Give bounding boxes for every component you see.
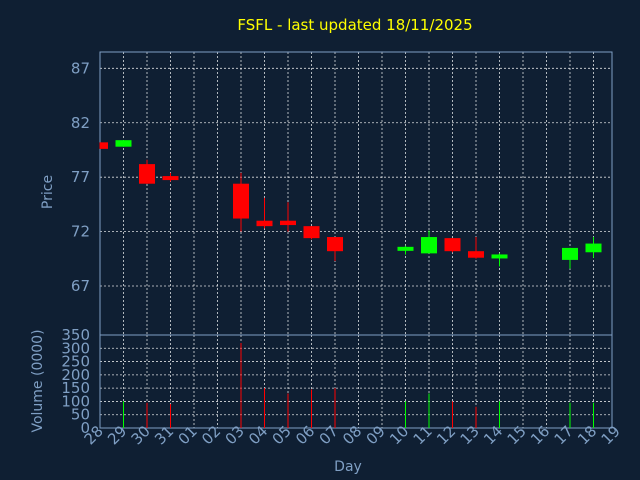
day-tick-label: 10 (386, 422, 412, 448)
day-tick-label: 18 (574, 422, 600, 448)
volume-tick-label: 350 (61, 326, 90, 344)
candle-body (233, 183, 249, 219)
day-tick-label: 04 (245, 422, 271, 448)
day-tick-label: 16 (527, 422, 553, 448)
candle-body (397, 246, 414, 251)
candle-body (327, 237, 343, 252)
volume-series (123, 342, 594, 428)
price-tick-label: 67 (71, 277, 90, 295)
day-tick-label: 01 (175, 422, 201, 448)
day-tick-label: 08 (339, 422, 365, 448)
day-tick-label: 31 (151, 422, 177, 448)
volume-tick-label: 0 (80, 419, 90, 437)
candle-body (162, 176, 179, 181)
volume-tick-label: 250 (61, 353, 90, 371)
day-tick-label: 05 (269, 422, 295, 448)
day-tick-label: 09 (363, 422, 389, 448)
price-tick-label: 72 (71, 223, 90, 241)
day-axis-ticks: 2829303101020304050607080910111213141516… (81, 422, 624, 448)
candle-body (585, 243, 602, 253)
volume-tick-label: 300 (61, 339, 90, 357)
day-tick-label: 15 (504, 422, 530, 448)
price-tick-label: 77 (71, 168, 90, 186)
candle-body (491, 254, 508, 259)
volume-tick-label: 150 (61, 379, 90, 397)
day-tick-label: 07 (316, 422, 342, 448)
day-tick-label: 11 (410, 422, 436, 448)
volume-panel-frame (99, 334, 613, 429)
price-axis-ticks: 67 72 77 82 87 (71, 59, 90, 295)
candle-body (115, 140, 132, 147)
day-tick-label: 30 (128, 422, 154, 448)
day-tick-label: 03 (222, 422, 248, 448)
volume-tick-label: 200 (61, 366, 90, 384)
volume-tick-label: 50 (71, 406, 90, 424)
price-grid (100, 52, 612, 335)
price-tick-label: 82 (71, 114, 90, 132)
price-tick-label: 87 (71, 59, 90, 77)
chart-title: FSFL - last updated 18/11/2025 (237, 16, 472, 34)
candle-body (256, 220, 273, 227)
price-axis-label: Price (40, 175, 56, 209)
candle-body (468, 251, 484, 258)
day-tick-label: 13 (457, 422, 483, 448)
day-tick-label: 06 (292, 422, 318, 448)
price-panel-frame (99, 51, 613, 336)
candle-body (562, 247, 578, 260)
volume-grid (100, 335, 612, 428)
volume-axis-label: Volume (0000) (30, 329, 46, 432)
day-tick-label: 17 (551, 422, 577, 448)
day-tick-label: 19 (598, 422, 624, 448)
day-tick-label: 14 (480, 422, 506, 448)
day-axis-label: Day (334, 459, 362, 475)
day-tick-label: 12 (433, 422, 459, 448)
candle-body (280, 220, 296, 226)
candlestick-series (99, 140, 602, 269)
candle-body (100, 142, 108, 149)
candle-body (139, 164, 155, 184)
candle-body (421, 237, 437, 254)
day-tick-label: 02 (198, 422, 224, 448)
candle-body (444, 238, 461, 252)
candle-body (303, 226, 320, 239)
volume-tick-label: 100 (61, 392, 90, 410)
day-tick-label: 29 (104, 422, 130, 448)
